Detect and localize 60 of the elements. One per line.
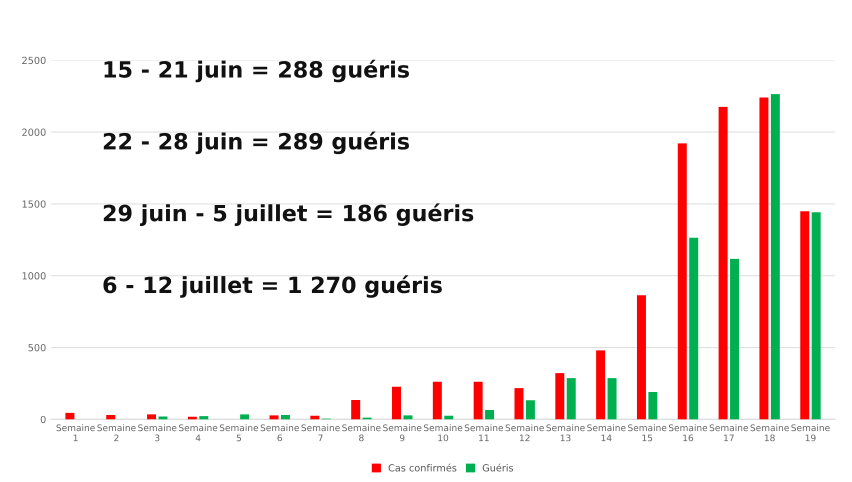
legend-label: Guéris <box>482 464 514 472</box>
bar <box>474 382 483 420</box>
bar <box>199 416 208 420</box>
bar <box>759 97 768 420</box>
bar <box>147 414 156 420</box>
x-tick-label: Semaine 9 <box>383 424 422 442</box>
x-tick-label: Semaine 10 <box>424 424 462 442</box>
bar <box>608 378 617 420</box>
y-tick-label: 0 <box>40 416 46 424</box>
bar <box>392 386 401 420</box>
y-tick-label: 500 <box>28 344 46 352</box>
bar <box>689 238 698 420</box>
annotation: 15 - 21 juin = 288 guéris <box>104 60 409 82</box>
bar <box>730 258 740 420</box>
bar <box>555 373 564 420</box>
annotation: 29 juin - 5 juillet = 186 guéris <box>104 203 474 226</box>
bar <box>106 415 116 420</box>
x-tick-label: Semaine 1 <box>56 424 95 442</box>
bar <box>648 392 658 420</box>
bar <box>240 414 250 420</box>
bar <box>351 400 360 420</box>
x-tick-label: Semaine 4 <box>178 424 218 442</box>
bar <box>310 416 320 420</box>
x-tick-label: Semaine 2 <box>97 424 136 442</box>
bar <box>800 211 810 420</box>
x-tick-label: Semaine 16 <box>668 424 708 442</box>
x-tick-label: Semaine 19 <box>791 424 830 442</box>
x-tick-label: Semaine 12 <box>506 424 544 442</box>
x-tick-label: Semaine 18 <box>750 424 789 442</box>
x-tick-label: Semaine 15 <box>628 424 666 442</box>
x-tick-label: Semaine 14 <box>587 424 626 442</box>
y-tick-label: 2000 <box>22 128 46 136</box>
x-tick-label: Semaine 17 <box>710 424 748 442</box>
x-tick-label: Semaine 5 <box>220 424 258 442</box>
legend-label: Cas confirmés <box>388 464 456 472</box>
bar <box>485 410 494 420</box>
bar <box>514 388 524 420</box>
bar <box>280 415 290 420</box>
bar <box>770 94 780 420</box>
x-tick-label: Semaine 8 <box>342 424 381 442</box>
x-tick-label: Semaine 13 <box>546 424 585 442</box>
bar <box>432 382 442 420</box>
bar <box>444 416 454 420</box>
bar <box>718 106 728 420</box>
x-tick-label: Semaine 3 <box>138 424 176 442</box>
bar <box>678 143 687 420</box>
annotation: 6 - 12 juillet = 1 270 guéris <box>103 275 442 298</box>
x-tick-label: Semaine 6 <box>260 424 299 442</box>
x-tick-label: Semaine 7 <box>301 424 340 442</box>
bar <box>596 350 606 420</box>
y-tick-label: 1000 <box>22 272 46 280</box>
x-tick-label: Semaine 11 <box>464 424 504 442</box>
y-tick-label: 1500 <box>22 200 46 208</box>
bar <box>65 412 74 420</box>
y-tick-label: 2500 <box>22 56 46 64</box>
bar <box>526 400 535 420</box>
bar <box>812 212 821 420</box>
annotation: 22 - 28 juin = 289 guéris <box>104 132 409 154</box>
bar <box>566 378 576 420</box>
bar <box>636 295 646 420</box>
